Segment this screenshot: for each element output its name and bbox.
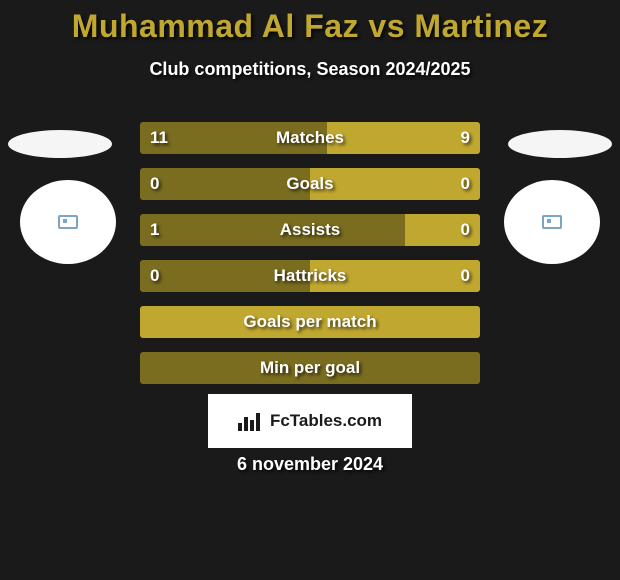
player-right-avatar-circle — [504, 180, 600, 264]
player-left-avatar-circle — [20, 180, 116, 264]
player-left-oval-badge — [8, 130, 112, 158]
stat-left-value: 11 — [150, 128, 168, 148]
stat-bars-container: 119Matches00Goals10Assists00HattricksGoa… — [140, 122, 480, 398]
stat-right-value: 0 — [461, 266, 470, 286]
stat-left-value: 0 — [150, 266, 159, 286]
page-title: Muhammad Al Faz vs Martinez — [0, 8, 620, 45]
date-label: 6 november 2024 — [0, 454, 620, 475]
stat-left-value: 0 — [150, 174, 159, 194]
stat-bar-row: Goals per match — [140, 306, 480, 338]
stat-bar-row: 10Assists — [140, 214, 480, 246]
player-right-oval-badge — [508, 130, 612, 158]
stat-bar-left-fill — [140, 260, 310, 292]
stat-bar-row: 00Goals — [140, 168, 480, 200]
stat-bar-row: 00Hattricks — [140, 260, 480, 292]
stat-left-value: 1 — [150, 220, 159, 240]
brand-footer-box: FcTables.com — [208, 394, 412, 448]
stat-right-value: 0 — [461, 174, 470, 194]
stat-bar-right-fill — [310, 168, 480, 200]
subtitle: Club competitions, Season 2024/2025 — [0, 59, 620, 80]
stat-bar-right-fill — [327, 122, 480, 154]
stat-bar-left-fill — [140, 122, 327, 154]
comparison-chart: 119Matches00Goals10Assists00HattricksGoa… — [0, 110, 620, 410]
brand-text: FcTables.com — [270, 411, 382, 431]
header: Muhammad Al Faz vs Martinez Club competi… — [0, 0, 620, 80]
image-placeholder-icon — [58, 215, 78, 229]
image-placeholder-icon — [542, 215, 562, 229]
fctables-logo-icon — [238, 411, 264, 431]
stat-bar-left-fill — [140, 214, 405, 246]
stat-bar-right-fill — [140, 306, 480, 338]
stat-bar-row: 119Matches — [140, 122, 480, 154]
stat-bar-row: Min per goal — [140, 352, 480, 384]
stat-bar-right-fill — [310, 260, 480, 292]
stat-bar-left-fill — [140, 168, 310, 200]
stat-right-value: 0 — [461, 220, 470, 240]
stat-right-value: 9 — [461, 128, 470, 148]
stat-bar-left-fill — [140, 352, 480, 384]
